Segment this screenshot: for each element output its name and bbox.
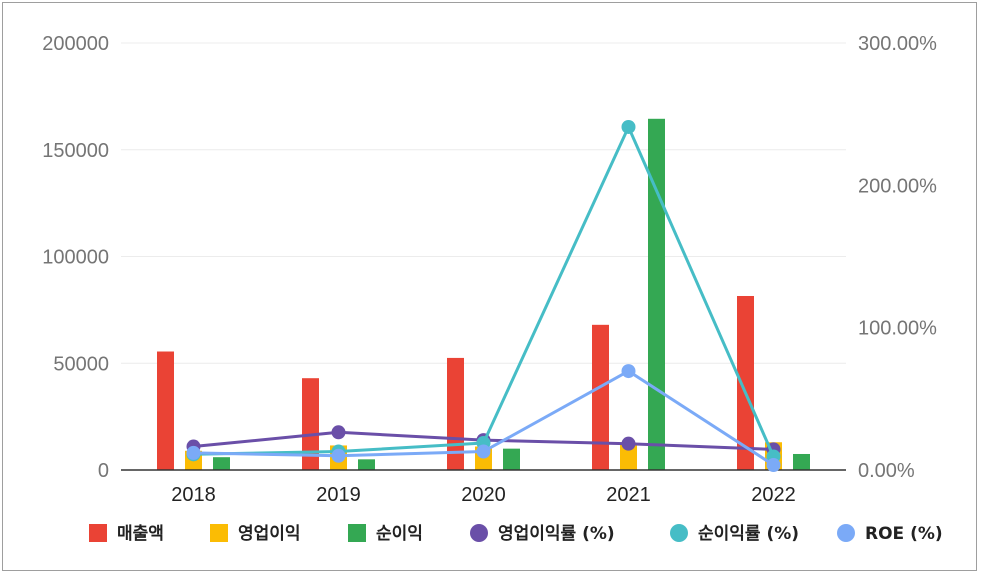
x-axis-ticks: 2018 2019 2020 2021 2022 — [171, 484, 796, 506]
point — [476, 444, 491, 459]
gridlines — [121, 42, 846, 364]
legend-swatch — [837, 524, 855, 542]
bar — [213, 457, 230, 470]
bar — [737, 295, 754, 470]
right-axis-ticks: 0.00% 100.00% 200.00% 300.00% — [858, 33, 937, 482]
x-tick-label: 2020 — [461, 484, 506, 506]
bar — [620, 444, 637, 470]
x-tick-label: 2021 — [606, 484, 651, 506]
left-tick-label: 50000 — [53, 353, 109, 375]
x-tick-label: 2019 — [316, 484, 361, 506]
bar — [157, 351, 174, 470]
bar — [302, 378, 319, 470]
legend: 매출액 영업이익 순이익 영업이익률 (%) 순이익률 (%) ROE (%) — [89, 524, 943, 544]
point — [621, 436, 636, 451]
bar — [648, 118, 665, 470]
right-tick-label: 0.00% — [858, 460, 915, 482]
bar — [592, 324, 609, 470]
point — [621, 364, 636, 379]
combo-chart: 0 50000 100000 150000 200000 0.00% 100.00% 200… — [42, 33, 943, 544]
left-tick-label: 200000 — [42, 33, 109, 55]
bar — [503, 448, 520, 470]
right-tick-label: 300.00% — [858, 33, 937, 55]
line-series — [186, 119, 781, 473]
legend-swatch — [670, 524, 688, 542]
bar — [447, 357, 464, 470]
point — [331, 448, 346, 463]
x-tick-label: 2018 — [171, 484, 216, 506]
legend-swatch — [348, 524, 366, 542]
legend-label: 순이익 — [376, 524, 423, 544]
right-tick-label: 200.00% — [858, 175, 937, 197]
left-tick-label: 0 — [98, 460, 109, 482]
legend-label: 영업이익 — [238, 524, 301, 544]
point — [766, 458, 781, 473]
left-axis-ticks: 0 50000 100000 150000 200000 — [42, 33, 109, 482]
point — [621, 119, 636, 134]
right-tick-label: 100.00% — [858, 318, 937, 340]
legend-label: ROE (%) — [865, 524, 943, 544]
legend-swatch — [210, 524, 228, 542]
legend-label: 매출액 — [117, 524, 164, 544]
legend-swatch — [470, 524, 488, 542]
left-tick-label: 150000 — [42, 140, 109, 162]
legend-label: 영업이익률 (%) — [498, 524, 615, 544]
legend-label: 순이익률 (%) — [698, 524, 799, 544]
bar — [358, 459, 375, 470]
point — [331, 425, 346, 440]
legend-swatch — [89, 524, 107, 542]
bar-series — [157, 118, 810, 470]
point — [186, 445, 201, 460]
bar — [793, 453, 810, 470]
x-tick-label: 2022 — [751, 484, 796, 506]
left-tick-label: 100000 — [42, 247, 109, 269]
